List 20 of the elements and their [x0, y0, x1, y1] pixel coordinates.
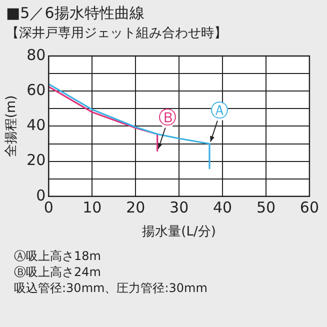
y-tick-label: 40 — [26, 116, 46, 134]
x-tick-label: 50 — [256, 198, 276, 216]
y-tick-label: 0 — [36, 186, 46, 204]
annotation: Ⓑ — [158, 107, 176, 128]
chart-title: ■5／6揚水特性曲線 — [6, 4, 144, 23]
y-axis-title: 全揚程(m) — [4, 95, 20, 158]
annotation: Ⓐ — [210, 100, 228, 122]
x-axis-title: 揚水量(L/分) — [142, 224, 216, 240]
text: Ⓐ吸上高さ18m — [14, 249, 101, 263]
text: Ⓑ吸上高さ24m — [14, 265, 101, 279]
y-tick-label: 20 — [26, 151, 46, 170]
y-tick-label: 60 — [26, 80, 46, 99]
text: 吸込管径:30mm、圧力管径:30mm — [14, 281, 208, 295]
y-tick-label: 80 — [26, 46, 46, 64]
x-tick-label: 20 — [126, 198, 146, 216]
x-tick-label: 60 — [300, 198, 320, 216]
x-tick-label: 30 — [170, 198, 189, 216]
x-tick-label: 10 — [82, 198, 102, 216]
x-tick-label: 40 — [212, 198, 232, 216]
chart-subtitle: 【深井戸専用ジェット組み合わせ時】 — [6, 25, 227, 42]
